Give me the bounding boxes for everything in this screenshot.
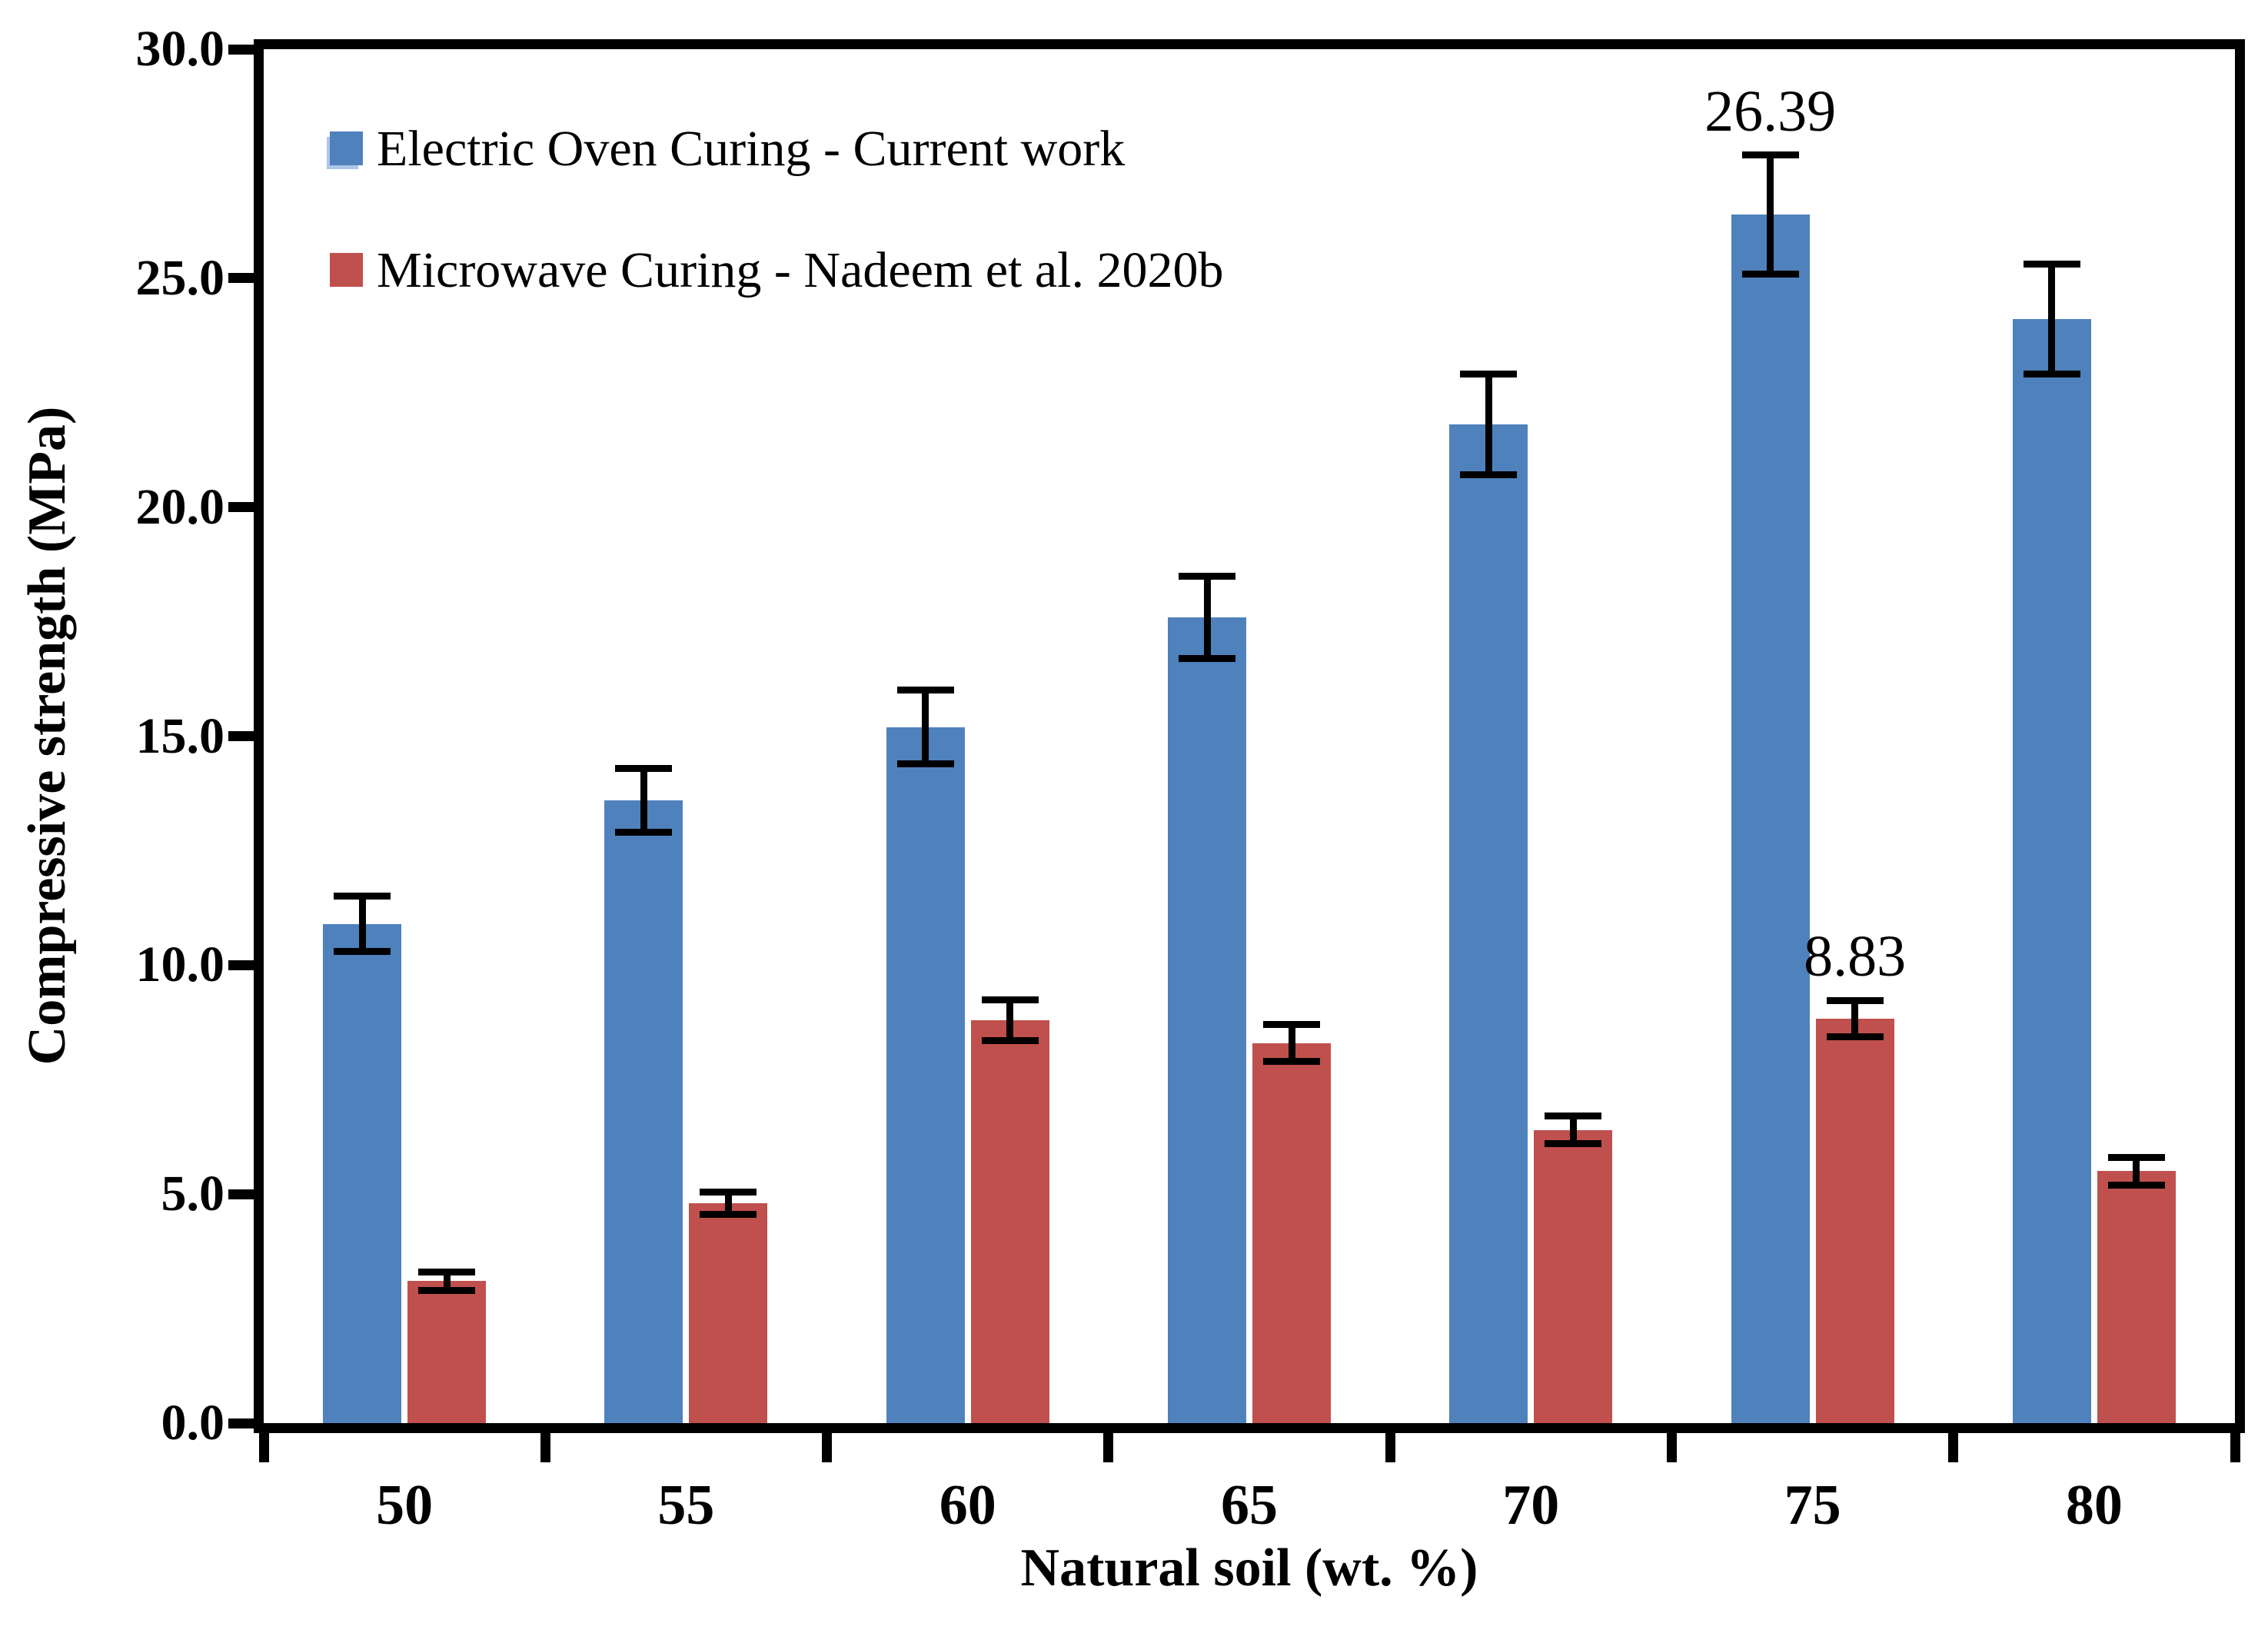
x-tick-label-80: 80: [2065, 1474, 2123, 1537]
x-tick-label-50: 50: [376, 1474, 434, 1537]
error-bar-electric-oven-80: [2048, 264, 2056, 374]
y-tick-label-25.0: 25.0: [135, 249, 225, 306]
data-label-microwave-75: 8.83: [1804, 924, 1907, 989]
x-tick-7: [2230, 1423, 2240, 1462]
x-tick-label-55: 55: [657, 1474, 715, 1537]
error-cap-top-electric-oven-55: [615, 764, 673, 772]
x-axis-title: Natural soil (wt. %): [1020, 1538, 1478, 1598]
y-tick-0.0: [228, 1418, 264, 1428]
x-tick-label-75: 75: [1784, 1474, 1841, 1537]
error-cap-top-microwave-75: [1826, 996, 1884, 1004]
bar-microwave-65: [1252, 1043, 1331, 1423]
error-cap-bottom-electric-oven-70: [1460, 471, 1518, 479]
error-cap-bottom-electric-oven-75: [1741, 270, 1799, 278]
bar-electric-oven-55: [604, 800, 683, 1423]
error-cap-top-electric-oven-60: [896, 687, 954, 694]
y-tick-label-0.0: 0.0: [161, 1395, 225, 1451]
error-cap-bottom-electric-oven-65: [1179, 654, 1235, 662]
legend-label-microwave: Microwave Curing - Nadeem et al. 2020b: [377, 242, 1224, 298]
y-tick-10.0: [228, 960, 264, 970]
plot-area: [254, 39, 2245, 1433]
bar-microwave-60: [970, 1019, 1049, 1423]
error-cap-bottom-electric-oven-80: [2023, 371, 2080, 378]
y-tick-label-15.0: 15.0: [135, 707, 225, 764]
bar-electric-oven-70: [1449, 424, 1528, 1423]
bar-electric-oven-60: [886, 727, 965, 1423]
y-tick-20.0: [228, 502, 264, 513]
x-tick-label-60: 60: [939, 1474, 996, 1537]
error-bar-microwave-60: [1006, 999, 1014, 1041]
y-tick-15.0: [228, 731, 264, 741]
error-cap-bottom-microwave-70: [1545, 1140, 1602, 1148]
error-cap-top-microwave-80: [2107, 1154, 2165, 1161]
x-tick-0: [258, 1423, 269, 1462]
error-cap-bottom-microwave-80: [2107, 1181, 2165, 1189]
bar-microwave-50: [407, 1281, 487, 1423]
legend-marker-electric-oven-icon: [330, 131, 363, 165]
error-bar-microwave-75: [1851, 1000, 1859, 1037]
bar-microwave-80: [2097, 1171, 2176, 1423]
y-tick-25.0: [228, 273, 264, 284]
y-tick-30.0: [228, 44, 264, 55]
error-bar-electric-oven-65: [1203, 576, 1211, 659]
y-tick-label-30.0: 30.0: [135, 21, 225, 77]
error-bar-microwave-80: [2133, 1157, 2140, 1186]
x-tick-6: [1948, 1423, 1959, 1462]
y-tick-5.0: [228, 1189, 264, 1199]
error-cap-bottom-electric-oven-50: [334, 947, 391, 955]
error-bar-electric-oven-60: [922, 690, 929, 764]
error-cap-top-microwave-50: [418, 1268, 476, 1275]
y-tick-label-5.0: 5.0: [161, 1166, 225, 1222]
data-label-electric-oven-75: 26.39: [1704, 78, 1837, 144]
y-tick-label-10.0: 10.0: [135, 936, 225, 993]
bar-microwave-55: [689, 1203, 768, 1423]
error-cap-top-microwave-70: [1545, 1113, 1602, 1120]
x-tick-label-70: 70: [1502, 1474, 1560, 1537]
error-bar-electric-oven-70: [1485, 374, 1492, 475]
error-cap-bottom-electric-oven-55: [615, 829, 673, 836]
error-cap-top-electric-oven-50: [334, 893, 391, 900]
error-cap-top-electric-oven-75: [1741, 151, 1799, 159]
error-cap-top-microwave-55: [700, 1188, 757, 1196]
error-cap-top-electric-oven-70: [1460, 371, 1518, 378]
x-tick-2: [822, 1423, 833, 1462]
error-cap-bottom-microwave-65: [1263, 1057, 1320, 1065]
error-cap-top-electric-oven-65: [1179, 572, 1235, 580]
error-bar-microwave-55: [724, 1192, 732, 1215]
error-cap-top-microwave-65: [1263, 1021, 1320, 1029]
bar-microwave-75: [1815, 1019, 1894, 1423]
x-tick-3: [1103, 1423, 1114, 1462]
error-cap-bottom-microwave-55: [700, 1211, 757, 1219]
error-cap-bottom-microwave-50: [418, 1286, 476, 1294]
bar-electric-oven-50: [323, 923, 402, 1423]
bar-electric-oven-80: [2012, 319, 2091, 1423]
error-cap-bottom-electric-oven-60: [896, 760, 954, 767]
error-bar-electric-oven-55: [640, 768, 647, 833]
bar-electric-oven-75: [1731, 215, 1810, 1423]
bar-microwave-70: [1534, 1129, 1613, 1423]
x-tick-5: [1666, 1423, 1677, 1462]
bar-electric-oven-65: [1168, 617, 1246, 1423]
error-bar-electric-oven-50: [358, 896, 366, 952]
error-cap-bottom-microwave-60: [981, 1037, 1039, 1045]
legend-marker-microwave-icon: [330, 253, 363, 287]
y-tick-label-20.0: 20.0: [135, 478, 225, 535]
error-cap-top-electric-oven-80: [2023, 261, 2080, 268]
error-cap-top-microwave-60: [981, 996, 1039, 1003]
error-bar-microwave-65: [1288, 1024, 1295, 1062]
error-bar-microwave-70: [1569, 1116, 1577, 1144]
x-tick-label-65: 65: [1221, 1474, 1278, 1537]
x-tick-4: [1385, 1423, 1395, 1462]
error-bar-microwave-50: [443, 1272, 451, 1291]
x-tick-1: [540, 1423, 550, 1462]
error-cap-bottom-microwave-75: [1826, 1033, 1884, 1041]
legend-label-electric-oven: Electric Oven Curing - Current work: [377, 121, 1126, 177]
error-bar-electric-oven-75: [1767, 155, 1774, 274]
